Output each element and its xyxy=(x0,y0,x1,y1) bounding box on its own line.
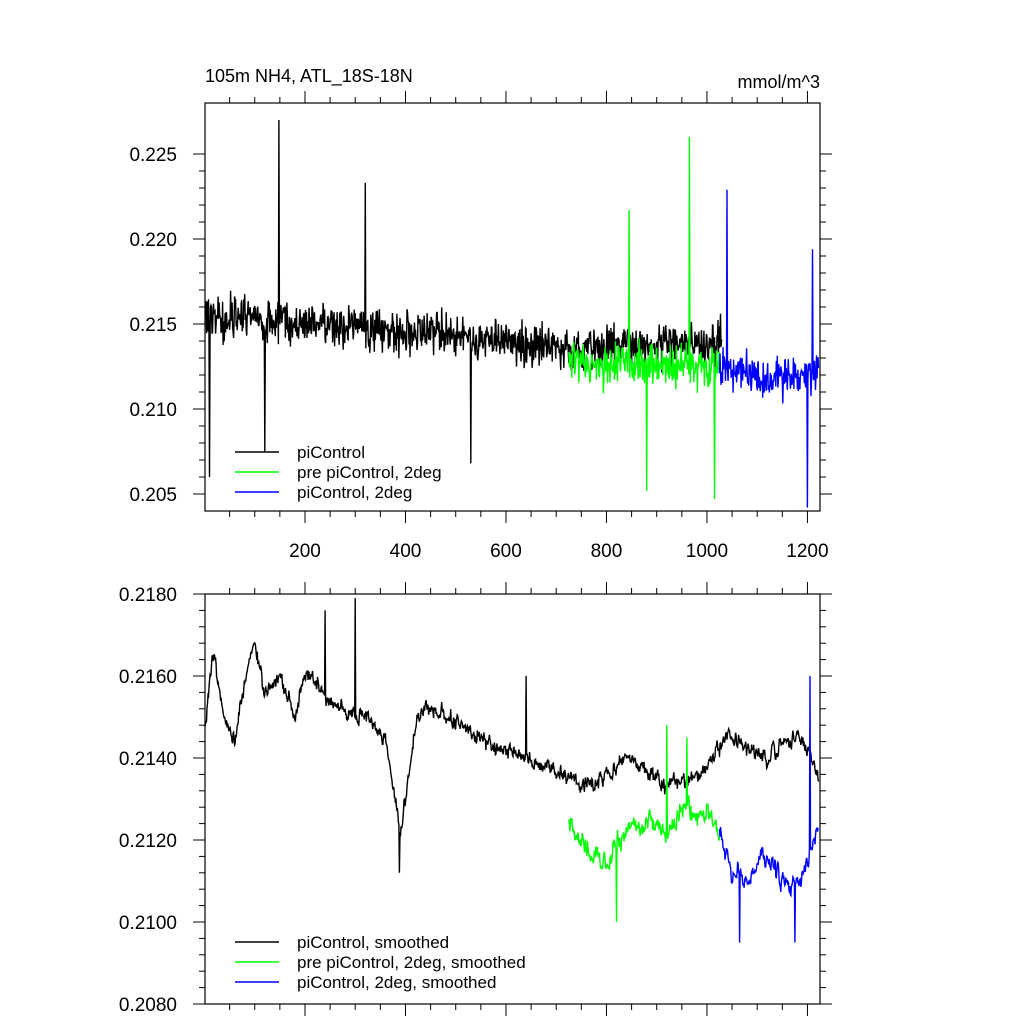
y-tick-label: 0.2120 xyxy=(119,831,177,852)
top-series-group xyxy=(204,119,820,508)
series-line-3 xyxy=(718,675,820,943)
chart-top: 105m NH4, ATL_18S-18N mmol/m^3 0.205 0.21… xyxy=(129,66,832,562)
bottom-series-group xyxy=(204,598,820,943)
y-tick-label: 0.2100 xyxy=(119,913,177,934)
y-tick-label: 0.2080 xyxy=(119,995,177,1016)
x-tick-label: 400 xyxy=(390,541,422,562)
x-tick-label: 1200 xyxy=(786,541,828,562)
series-line-1 xyxy=(204,119,723,478)
y-tick-label: 0.220 xyxy=(129,230,177,251)
top-tick-labels: 0.205 0.210 0.215 0.220 0.225 200 400 600 800 100… xyxy=(129,145,828,562)
chart-title: 105m NH4, ATL_18S-18N xyxy=(205,66,413,87)
top-axis-ticks xyxy=(193,91,832,523)
y-tick-label: 0.2180 xyxy=(119,585,177,606)
series-line-2 xyxy=(568,136,721,500)
legend-label-1: piControl xyxy=(297,443,365,462)
top-plot-frame xyxy=(204,102,821,512)
y-tick-label: 0.215 xyxy=(129,315,177,336)
x-tick-label: 600 xyxy=(490,541,522,562)
series-line-1 xyxy=(204,598,820,873)
units-label: mmol/m^3 xyxy=(738,72,820,92)
x-tick-label: 800 xyxy=(591,541,623,562)
y-tick-label: 0.210 xyxy=(129,400,177,421)
y-tick-label: 0.2160 xyxy=(119,667,177,688)
y-tick-label: 0.225 xyxy=(129,145,177,166)
bottom-plot-frame xyxy=(204,593,821,1005)
series-line-3 xyxy=(718,189,820,508)
bottom-axis-ticks xyxy=(193,582,832,1016)
legend-label-2: pre piControl, 2deg xyxy=(297,463,442,482)
y-tick-label: 0.2140 xyxy=(119,749,177,770)
bottom-tick-labels: 0.2080 0.2100 0.2120 0.2140 0.2160 0.2180 xyxy=(119,585,177,1016)
legend-label-3: piControl, 2deg, smoothed xyxy=(297,973,496,992)
legend-label-3: piControl, 2deg xyxy=(297,483,412,502)
x-tick-label: 1000 xyxy=(686,541,728,562)
y-tick-label: 0.205 xyxy=(129,485,177,506)
x-tick-label: 200 xyxy=(289,541,321,562)
legend-label-2: pre piControl, 2deg, smoothed xyxy=(297,953,526,972)
series-line-2 xyxy=(568,725,721,923)
legend-label-1: piControl, smoothed xyxy=(297,933,449,952)
chart-bottom: 0.2080 0.2100 0.2120 0.2140 0.2160 0.2180 piC… xyxy=(119,582,832,1016)
